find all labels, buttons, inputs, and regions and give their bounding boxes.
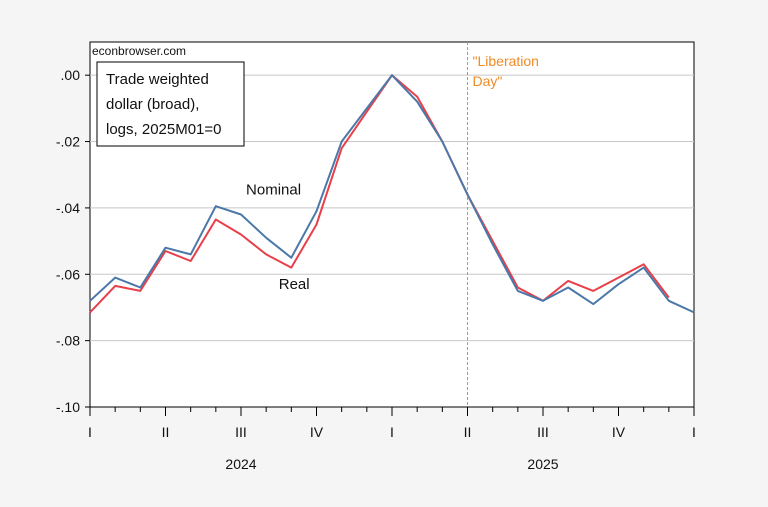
series-line-nominal [89, 74, 695, 314]
legend-line-3: logs, 2025M01=0 [106, 121, 222, 138]
liberation-day-label-line1: "Liberation [473, 53, 539, 69]
legend-line-1: Trade weighted [106, 71, 209, 88]
y-tick-label: -.10 [56, 399, 80, 415]
x-quarter-label: I [88, 424, 92, 440]
source-note: econbrowser.com [92, 44, 186, 58]
x-quarter-label: IV [310, 424, 324, 440]
legend-line-2: dollar (broad), [106, 96, 199, 113]
series-label-nominal: Nominal [246, 182, 301, 199]
x-quarter-label: III [235, 424, 247, 440]
annotation-layer: "Liberation Day" [467, 42, 539, 407]
x-year-label: 2025 [527, 456, 558, 472]
legend-frame [96, 61, 245, 147]
x-quarter-label: I [390, 424, 394, 440]
series-label-real: Real [279, 276, 310, 293]
x-quarter-label: III [537, 424, 549, 440]
x-quarter-label: II [464, 424, 472, 440]
y-axis: .00 -.02 -.04 -.06 -.08 -.10 [56, 67, 90, 415]
series-layer [89, 74, 695, 314]
legend-box: Trade weighted dollar (broad), logs, 202… [96, 61, 245, 147]
y-tick-label: -.08 [56, 333, 80, 349]
x-quarter-label: IV [612, 424, 626, 440]
y-tick-label: -.04 [56, 200, 80, 216]
x-quarter-label: I [692, 424, 696, 440]
y-tick-label: -.02 [56, 134, 80, 150]
y-tick-label: -.06 [56, 266, 80, 282]
x-year-label: 2024 [225, 456, 256, 472]
y-tick-label: .00 [61, 67, 81, 83]
x-quarter-label: II [162, 424, 170, 440]
liberation-day-label-line2: Day" [473, 73, 503, 89]
